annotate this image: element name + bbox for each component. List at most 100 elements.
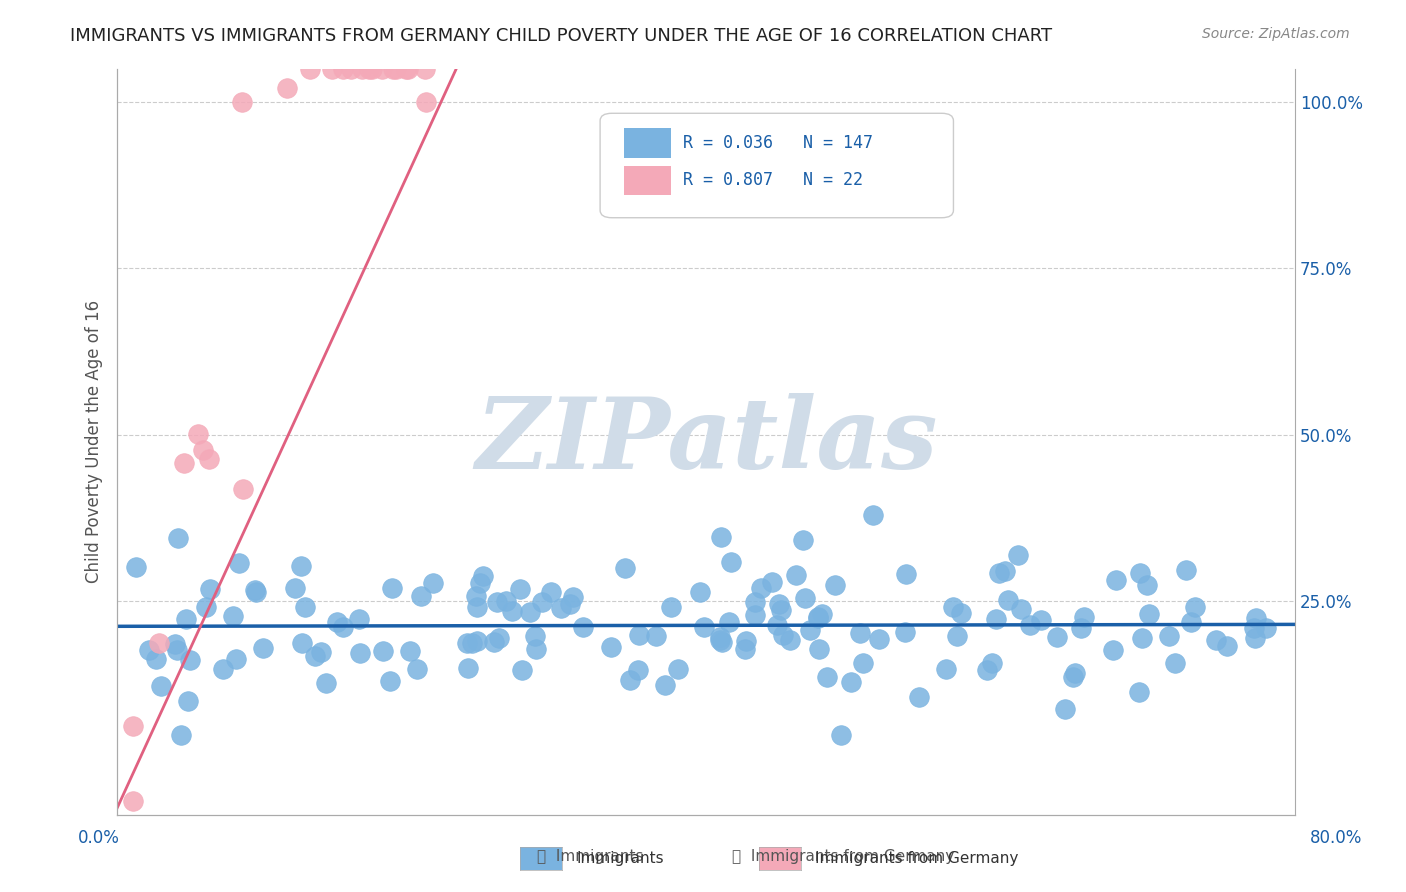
Point [194, 599, 217, 614]
Point [709, 633, 731, 648]
Point [770, 602, 793, 616]
Point [824, 578, 846, 592]
Text: Source: ZipAtlas.com: Source: ZipAtlas.com [1202, 27, 1350, 41]
Point [148, 636, 170, 650]
Point [212, 662, 235, 676]
Point [868, 632, 890, 647]
Point [166, 531, 188, 545]
Point [510, 664, 533, 678]
Point [693, 620, 716, 634]
Point [422, 576, 444, 591]
Point [765, 617, 787, 632]
Point [381, 581, 404, 595]
Point [1018, 617, 1040, 632]
Point [290, 559, 312, 574]
Point [779, 633, 801, 648]
Point [852, 657, 875, 671]
Point [976, 663, 998, 677]
Point [894, 567, 917, 582]
Point [941, 600, 963, 615]
Point [471, 568, 494, 582]
Point [709, 630, 731, 644]
Point [997, 593, 1019, 607]
Point [793, 591, 815, 606]
Y-axis label: Child Poverty Under the Age of 16: Child Poverty Under the Age of 16 [86, 300, 103, 583]
Point [187, 427, 209, 442]
Text: 🔵  Immigrants: 🔵 Immigrants [537, 849, 644, 863]
Point [792, 533, 814, 547]
Point [908, 690, 931, 704]
Point [1007, 548, 1029, 562]
Point [1244, 611, 1267, 625]
Point [1101, 642, 1123, 657]
Point [228, 556, 250, 570]
Point [848, 625, 870, 640]
Point [654, 678, 676, 692]
Point [1244, 631, 1267, 645]
Text: ZIPatlas: ZIPatlas [475, 393, 938, 490]
Point [232, 482, 254, 496]
Point [488, 631, 510, 645]
Point [768, 597, 790, 611]
Point [734, 642, 756, 657]
Point [946, 629, 969, 643]
Point [191, 442, 214, 457]
Point [125, 560, 148, 574]
Point [811, 607, 834, 621]
Point [523, 629, 546, 643]
Point [619, 673, 641, 688]
Point [1184, 600, 1206, 615]
Point [645, 629, 668, 643]
Point [332, 62, 354, 76]
Point [222, 609, 245, 624]
Bar [624, 128, 671, 158]
Point [465, 589, 488, 603]
Point [807, 610, 830, 624]
Point [482, 634, 505, 648]
Point [197, 451, 219, 466]
Point [894, 624, 917, 639]
Text: 0.0%: 0.0% [77, 830, 120, 847]
Text: IMMIGRANTS VS IMMIGRANTS FROM GERMANY CHILD POVERTY UNDER THE AGE OF 16 CORRELAT: IMMIGRANTS VS IMMIGRANTS FROM GERMANY CH… [70, 27, 1053, 45]
Point [321, 62, 343, 76]
Point [550, 600, 572, 615]
Point [509, 582, 531, 597]
Point [734, 634, 756, 648]
Point [170, 728, 193, 742]
Point [1070, 622, 1092, 636]
Point [1136, 578, 1159, 592]
Point [1010, 602, 1032, 616]
Point [689, 585, 711, 599]
Point [1132, 631, 1154, 645]
Point [166, 643, 188, 657]
Point [1062, 670, 1084, 684]
Point [980, 656, 1002, 670]
Point [465, 633, 488, 648]
Point [1157, 629, 1180, 643]
Point [243, 582, 266, 597]
Point [1031, 613, 1053, 627]
Point [1073, 609, 1095, 624]
Point [406, 662, 429, 676]
Point [614, 561, 637, 575]
Point [122, 719, 145, 733]
Point [298, 62, 321, 76]
Point [1164, 656, 1187, 670]
Point [349, 612, 371, 626]
Point [501, 604, 523, 618]
Point [349, 646, 371, 660]
Point [413, 62, 436, 76]
Point [799, 623, 821, 637]
Point [276, 80, 298, 95]
Point [862, 508, 884, 523]
Point [1254, 621, 1277, 635]
Point [395, 62, 418, 76]
Text: Immigrants from Germany: Immigrants from Germany [815, 851, 1019, 865]
Point [225, 652, 247, 666]
Point [627, 663, 650, 677]
Point [1063, 665, 1085, 680]
Point [122, 794, 145, 808]
Point [717, 615, 740, 629]
Point [987, 566, 1010, 580]
Point [138, 643, 160, 657]
